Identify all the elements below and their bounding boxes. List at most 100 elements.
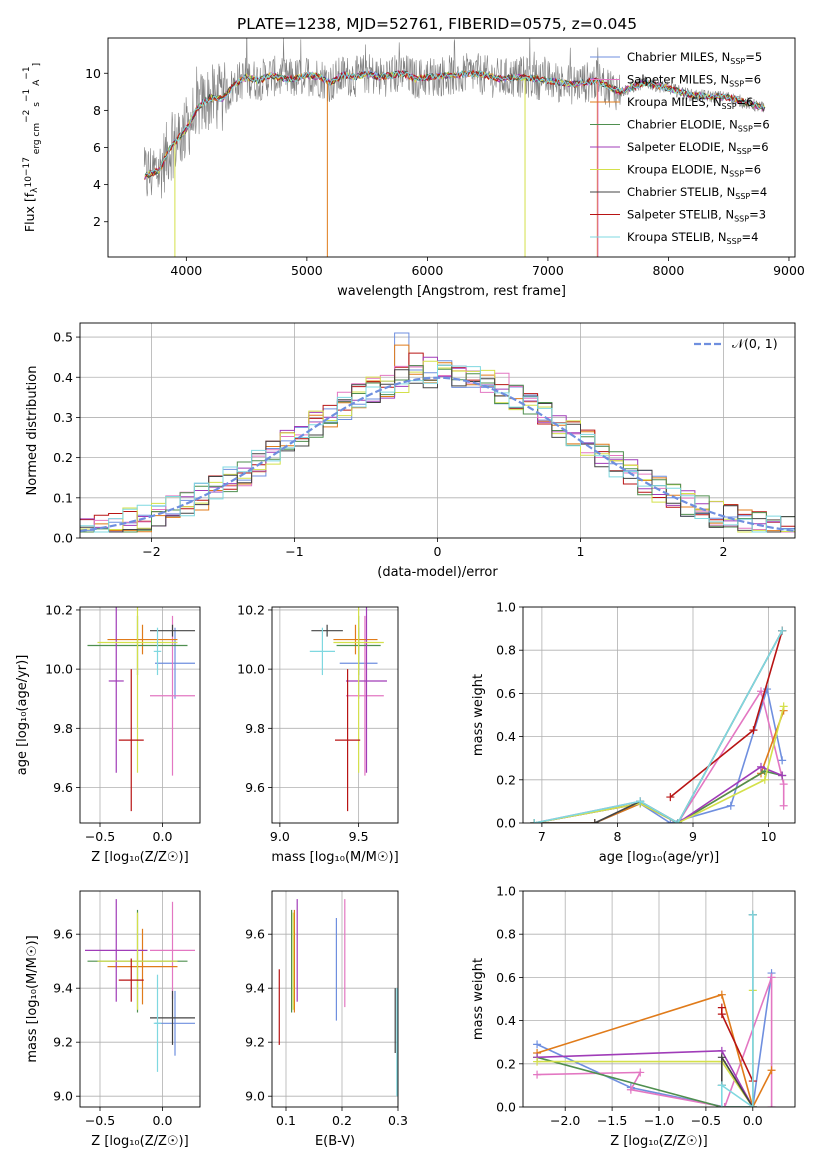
y-axis-label-part: λ (30, 187, 40, 193)
y-tick-label: 1.0 (496, 884, 516, 899)
legend-label-subscript: SSP (738, 125, 753, 134)
errorbar-chabrier-stelib (150, 624, 195, 637)
weight-marker (757, 762, 765, 771)
legend-label: Salpeter ELODIE, NSSP=6 (627, 140, 769, 156)
plot-area (80, 323, 795, 538)
weight-marker (749, 726, 758, 735)
weight-marker (717, 1010, 726, 1019)
y-tick-label: 0.8 (496, 643, 516, 658)
legend-label-suffix: =6 (744, 163, 761, 177)
x-tick-label: 6000 (411, 263, 443, 278)
weight-marker (760, 775, 769, 784)
y-tick-label: 10 (85, 66, 101, 81)
axes-frame (79, 606, 201, 824)
x-tick-label: 0.0 (153, 829, 173, 844)
y-axis-label-part: −2 (22, 110, 32, 123)
y-axis-label: mass weight (471, 958, 486, 1040)
x-tick-label: −2.0 (550, 1113, 580, 1128)
weight-marker (767, 973, 776, 982)
plot-area (272, 607, 398, 823)
weight-marker (778, 756, 787, 765)
y-tick-label: 0.6 (496, 686, 516, 701)
legend-label: 𝒩(0, 1) (732, 336, 778, 351)
x-axis-label: Z [log₁₀(Z/Z☉)] (91, 1134, 188, 1149)
y-tick-label: 0.2 (496, 1056, 516, 1071)
weight-marker (673, 819, 682, 823)
y-axis-label-part: 10 (24, 176, 34, 188)
legend-label-subscript: SSP (737, 147, 752, 156)
weight-marker (717, 1081, 726, 1090)
x-tick-label: 10 (761, 829, 777, 844)
x-tick-label: 0.0 (153, 1113, 173, 1128)
legend-label-subscript: SSP (729, 80, 744, 89)
y-axis-label-part: −1 (22, 89, 32, 102)
y-tick-label: 6 (93, 140, 101, 155)
axes-frame (522, 890, 796, 1108)
weight-line-salpeter-miles (537, 977, 773, 1107)
errorbar-kroupa-miles (107, 928, 178, 1005)
x-tick-label: 0 (434, 544, 442, 559)
x-axis-label: E(B-V) (315, 1134, 355, 1149)
y-tick-label: 10.2 (237, 602, 265, 617)
x-axis-label: (data-model)/error (377, 565, 498, 580)
weight-marker (533, 1057, 542, 1066)
weight-marker (717, 1103, 726, 1107)
weight-marker (533, 1040, 542, 1049)
axes-frame (522, 606, 796, 824)
y-axis-label-part: −17 (22, 157, 32, 176)
errorbar-kroupa-stelib (153, 974, 162, 1072)
errorbar-kroupa-elodie (97, 607, 178, 773)
y-tick-label: 10.0 (237, 662, 265, 677)
y-tick-label: 0.1 (53, 490, 73, 505)
y-axis-label: Normed distribution (25, 366, 40, 496)
weight-marker (717, 1053, 726, 1062)
y-tick-label: 9.0 (245, 1089, 265, 1104)
y-axis-label: mass [log₁₀(M/M☉)] (25, 935, 40, 1062)
weight-line-chabrier-stelib (534, 630, 783, 823)
legend-label: Kroupa STELIB, NSSP=4 (627, 230, 758, 246)
weight-marker (666, 793, 675, 802)
errorbar-kroupa-miles (333, 624, 378, 655)
y-tick-label: 9.0 (53, 1089, 73, 1104)
legend-label: Kroupa ELODIE, NSSP=6 (627, 163, 761, 179)
y-tick-label: 9.6 (245, 780, 265, 795)
legend-label-suffix: =4 (742, 230, 759, 244)
x-tick-label: 5000 (291, 263, 323, 278)
x-tick-label: −1.0 (644, 1113, 674, 1128)
weight-marker (779, 702, 788, 711)
errorbar-chabrier-miles (155, 627, 195, 699)
model-line-kroupa-stelib (145, 69, 765, 176)
y-tick-label: 0.5 (53, 330, 73, 345)
axes-frame (271, 606, 399, 824)
plot-area (272, 891, 398, 1107)
y-tick-label: 4 (93, 177, 101, 192)
y-tick-label: 9.8 (245, 721, 265, 736)
legend-label: Chabrier STELIB, NSSP=4 (627, 185, 767, 201)
weight-marker (748, 1103, 757, 1107)
y-tick-label: 0.3 (53, 410, 73, 425)
x-tick-label: 2 (720, 544, 728, 559)
y-tick-label: 9.2 (245, 1035, 265, 1050)
y-tick-label: 0.2 (53, 450, 73, 465)
spectrum-legend: Chabrier MILES, NSSP=5 Salpeter MILES, NS… (590, 50, 770, 246)
y-axis-label: mass weight (471, 674, 486, 756)
y-tick-label: 9.2 (53, 1035, 73, 1050)
errorbar-salpeter-stelib (335, 669, 361, 812)
x-tick-label: 0.1 (276, 1113, 296, 1128)
weight-line-kroupa-miles (536, 993, 773, 1107)
plot-area (80, 607, 200, 823)
x-tick-label: −2 (142, 544, 160, 559)
y-axis-label-part: s (32, 102, 42, 110)
x-axis-label: wavelength [Angstrom, rest frame] (337, 284, 566, 299)
figure-title: PLATE=1238, MJD=52761, FIBERID=0575, z=0… (237, 15, 637, 33)
weight-marker (533, 1070, 542, 1079)
panel-mass_vs_ebv: 0.1 0.2 0.3 9.0 9.2 9.4 9.6 E(B-V) (245, 890, 408, 1149)
weight-marker (779, 801, 788, 810)
y-tick-label: 9.4 (245, 981, 265, 996)
errorbar-kroupa-elodie (97, 912, 178, 1010)
y-tick-label: 9.6 (53, 927, 73, 942)
x-axis-label: Z [log₁₀(Z/Z☉)] (610, 1134, 707, 1149)
y-tick-label: 0.8 (496, 927, 516, 942)
y-tick-label: 8 (93, 103, 101, 118)
